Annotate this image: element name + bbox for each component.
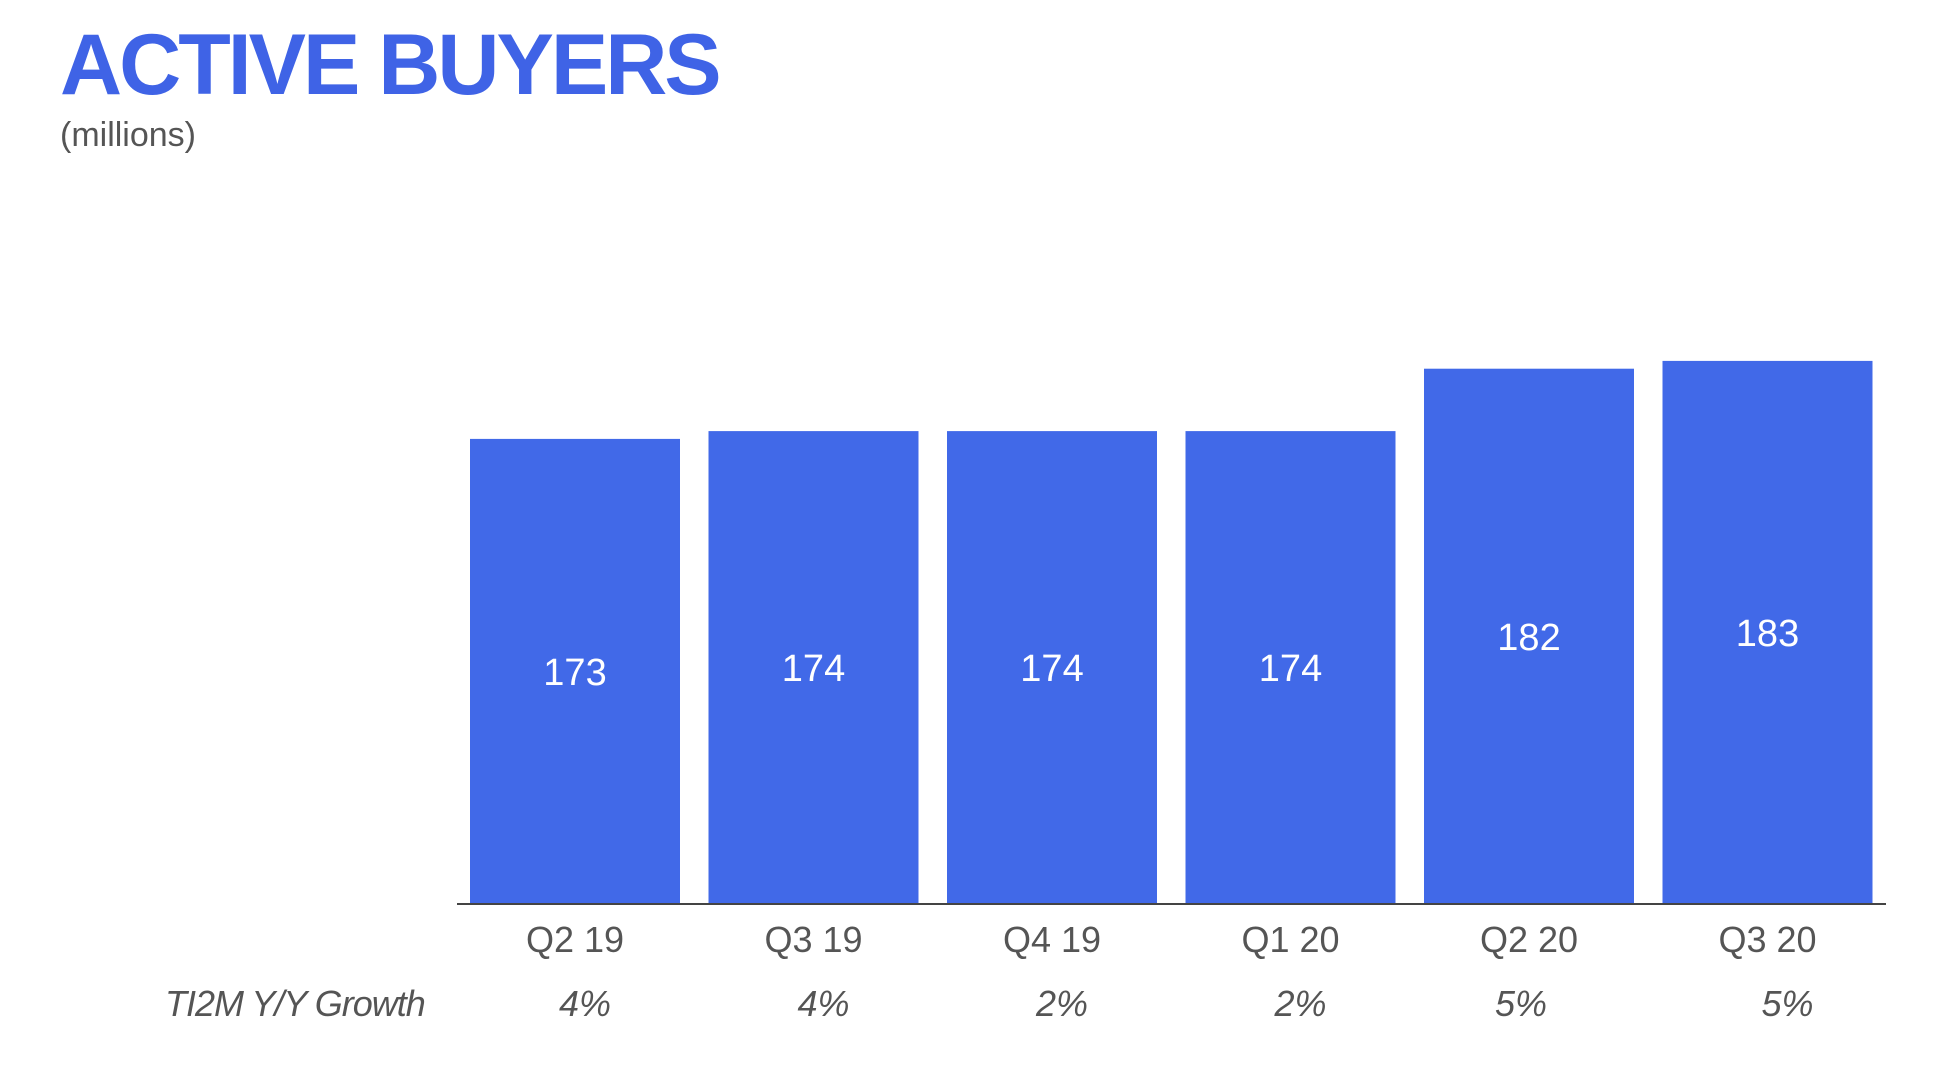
- bar-q2-19: [470, 438, 680, 903]
- bar-q4-19: [947, 431, 1157, 903]
- bar-value-label: 174: [1259, 648, 1322, 690]
- bar-q1-20: [1185, 431, 1396, 903]
- growth-row-title: TI2M Y/Y Growth: [165, 983, 425, 1024]
- x-tick-label: Q3 20: [1718, 919, 1816, 960]
- bars-layer: [470, 360, 1873, 903]
- growth-row: TI2M Y/Y Growth 4% 4% 2% 2% 5% 5%: [165, 983, 1814, 1024]
- bar-value-label: 183: [1736, 613, 1799, 655]
- bar-q3-20: [1662, 360, 1873, 903]
- x-tick-label: Q2 19: [526, 919, 624, 960]
- growth-value: 5%: [1761, 983, 1813, 1024]
- growth-value: 2%: [1273, 983, 1326, 1024]
- chart-title: ACTIVE BUYERS: [60, 17, 722, 113]
- growth-value: 4%: [797, 983, 849, 1024]
- growth-value: 4%: [559, 983, 611, 1024]
- x-tick-label: Q3 19: [764, 919, 862, 960]
- bar-value-label: 173: [543, 652, 606, 694]
- growth-value: 2%: [1035, 983, 1088, 1024]
- x-tick-label: Q2 20: [1480, 919, 1578, 960]
- labels-layer: 173 Q2 19 174 Q3 19 174 Q4 19 174 Q1 20 182 Q2 20…: [526, 613, 1817, 960]
- x-tick-label: Q1 20: [1241, 919, 1339, 960]
- bar-value-label: 174: [782, 648, 845, 690]
- growth-value: 5%: [1495, 983, 1547, 1024]
- bar-value-label: 182: [1497, 617, 1560, 659]
- chart-subtitle: (millions): [60, 116, 196, 154]
- bar-q2-20: [1424, 368, 1634, 903]
- bar-value-label: 174: [1020, 648, 1083, 690]
- x-tick-label: Q4 19: [1003, 919, 1101, 960]
- bar-q3-19: [708, 431, 919, 903]
